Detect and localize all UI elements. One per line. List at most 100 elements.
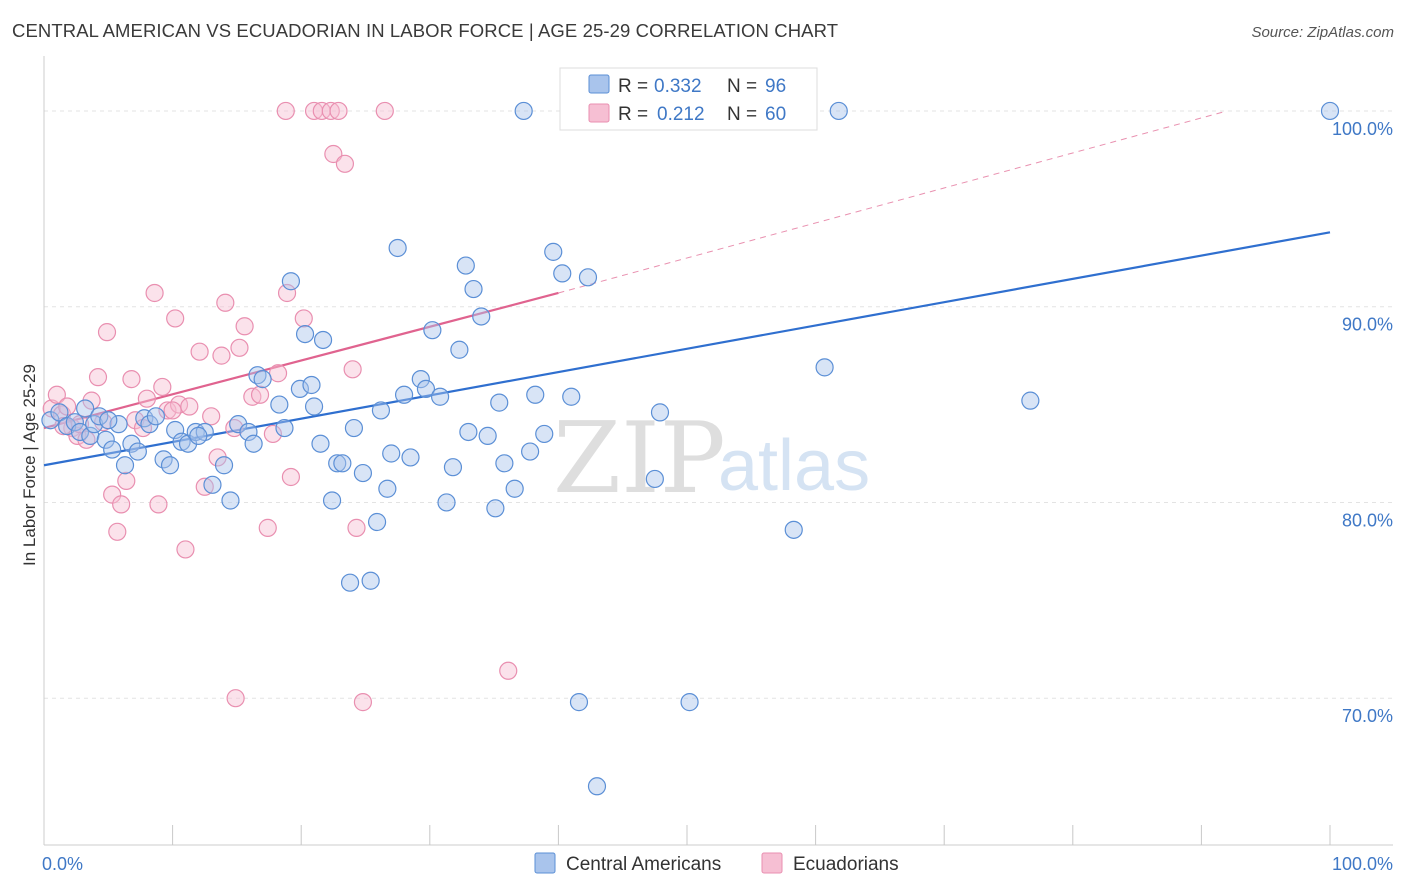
central-american-point bbox=[295, 324, 315, 344]
y-tick-label-0: 100.0% bbox=[1332, 119, 1393, 139]
central-american-point bbox=[443, 458, 463, 477]
central-american-point bbox=[378, 479, 397, 498]
central-american-point bbox=[521, 442, 540, 461]
central-american-point bbox=[304, 397, 324, 416]
central-american-point bbox=[562, 387, 581, 406]
central-american-point bbox=[388, 238, 407, 258]
ecuadorian-point bbox=[294, 309, 313, 328]
central-american-point bbox=[328, 454, 347, 473]
y-tick-label-2: 80.0% bbox=[1342, 510, 1393, 530]
legend-r-label: R = bbox=[618, 104, 648, 125]
central-american-point bbox=[416, 379, 436, 399]
central-american-point bbox=[281, 272, 301, 291]
ecuadorian-trend-extension bbox=[558, 110, 1228, 294]
central-american-point bbox=[115, 456, 135, 475]
central-american-point bbox=[430, 387, 450, 406]
ecuadorian-point bbox=[202, 407, 221, 426]
ecuadorian-point bbox=[149, 495, 168, 514]
ecuadorian-point bbox=[268, 364, 288, 383]
central-american-point bbox=[411, 370, 430, 389]
central-american-point bbox=[495, 454, 514, 473]
central-american-point bbox=[1021, 391, 1040, 410]
central-american-point bbox=[109, 415, 128, 434]
ecuadorian-point bbox=[47, 385, 66, 404]
central-american-point bbox=[680, 693, 699, 712]
central-american-point bbox=[275, 418, 294, 438]
ecuadorian-point bbox=[353, 693, 373, 712]
y-tick-labels: 100.0% 90.0% 80.0% 70.0% bbox=[1332, 119, 1393, 726]
series-legend-swatch-ecuadorians bbox=[761, 852, 783, 874]
central-american-point bbox=[401, 448, 420, 467]
x-tick-label-0: 0.0% bbox=[42, 854, 83, 874]
watermark: ZIP atlas bbox=[553, 402, 870, 516]
central-american-point bbox=[96, 430, 115, 449]
legend-n-label: N = bbox=[727, 76, 757, 97]
central-american-point bbox=[244, 434, 263, 453]
ecuadorian-point bbox=[122, 370, 141, 389]
central-american-point bbox=[1320, 101, 1340, 121]
central-american-point bbox=[70, 422, 90, 442]
central-american-point bbox=[456, 256, 475, 275]
central-american-point bbox=[437, 493, 456, 512]
central-american-point bbox=[166, 420, 185, 440]
central-american-point bbox=[505, 479, 524, 498]
series-legend: Central Americans Ecuadorians bbox=[534, 852, 899, 875]
central-american-point bbox=[569, 693, 589, 712]
ecuadorian-point bbox=[281, 467, 301, 487]
x-tick-labels: 0.0% 100.0% bbox=[42, 854, 1393, 874]
central-american-point bbox=[544, 242, 563, 261]
central-american-point bbox=[146, 407, 165, 426]
ecuadorian-point bbox=[230, 338, 249, 357]
ecuadorian-point bbox=[375, 101, 394, 121]
ecuadorian-point bbox=[180, 397, 199, 416]
ecuadorian-point bbox=[158, 401, 177, 420]
central-american-point bbox=[450, 340, 469, 359]
chart-title: CENTRAL AMERICAN VS ECUADORIAN IN LABOR … bbox=[12, 20, 839, 41]
ecuadorian-point bbox=[137, 389, 156, 408]
ecuadorian-point bbox=[176, 540, 195, 559]
central-american-point bbox=[478, 426, 497, 445]
central-american-point bbox=[239, 422, 258, 442]
central-american-point bbox=[253, 370, 272, 389]
central-american-point bbox=[486, 499, 505, 518]
central-american-point bbox=[65, 413, 84, 432]
ecuadorian-point bbox=[235, 317, 254, 336]
central-american-point bbox=[815, 358, 834, 377]
ecuadorian-point bbox=[163, 401, 182, 420]
ecuadorian-point bbox=[216, 293, 235, 312]
legend-n-value-central: 96 bbox=[765, 76, 786, 97]
central-american-point bbox=[472, 307, 491, 326]
y-axis-label: In Labor Force | Age 25-29 bbox=[20, 364, 39, 566]
central-american-point bbox=[353, 463, 373, 483]
ecuadorian-point bbox=[329, 101, 348, 121]
central-american-point bbox=[128, 442, 147, 461]
legend-r-label: R = bbox=[618, 76, 648, 97]
ecuadorian-point bbox=[343, 360, 362, 379]
ecuadorian-point bbox=[277, 283, 297, 303]
central-american-point bbox=[189, 426, 208, 445]
ecuadorian-point bbox=[276, 101, 295, 121]
central-american-point bbox=[587, 777, 607, 796]
series-legend-label-ecuadorians: Ecuadorians bbox=[793, 854, 899, 875]
legend-n-value-ecuador: 60 bbox=[765, 104, 786, 125]
central-american-point bbox=[99, 411, 118, 430]
ecuadorian-point bbox=[263, 424, 283, 444]
central-american-point bbox=[553, 264, 572, 283]
central-american-point bbox=[311, 434, 330, 453]
legend-r-value-ecuador: 0.212 bbox=[657, 104, 705, 125]
central-american-point bbox=[371, 401, 391, 420]
central-american-point bbox=[423, 321, 442, 340]
central-american-point bbox=[361, 571, 380, 590]
central-american-points bbox=[41, 101, 1340, 796]
watermark-atlas: atlas bbox=[718, 426, 870, 506]
central-american-point bbox=[526, 385, 545, 404]
ecuadorian-point bbox=[321, 101, 340, 121]
ecuadorian-point bbox=[324, 144, 343, 164]
central-american-point bbox=[459, 422, 478, 442]
ecuadorian-point bbox=[226, 689, 245, 708]
central-american-point bbox=[382, 444, 401, 463]
ecuadorian-point bbox=[190, 342, 209, 361]
central-american-point bbox=[270, 395, 289, 414]
ecuadorian-point bbox=[499, 661, 518, 680]
